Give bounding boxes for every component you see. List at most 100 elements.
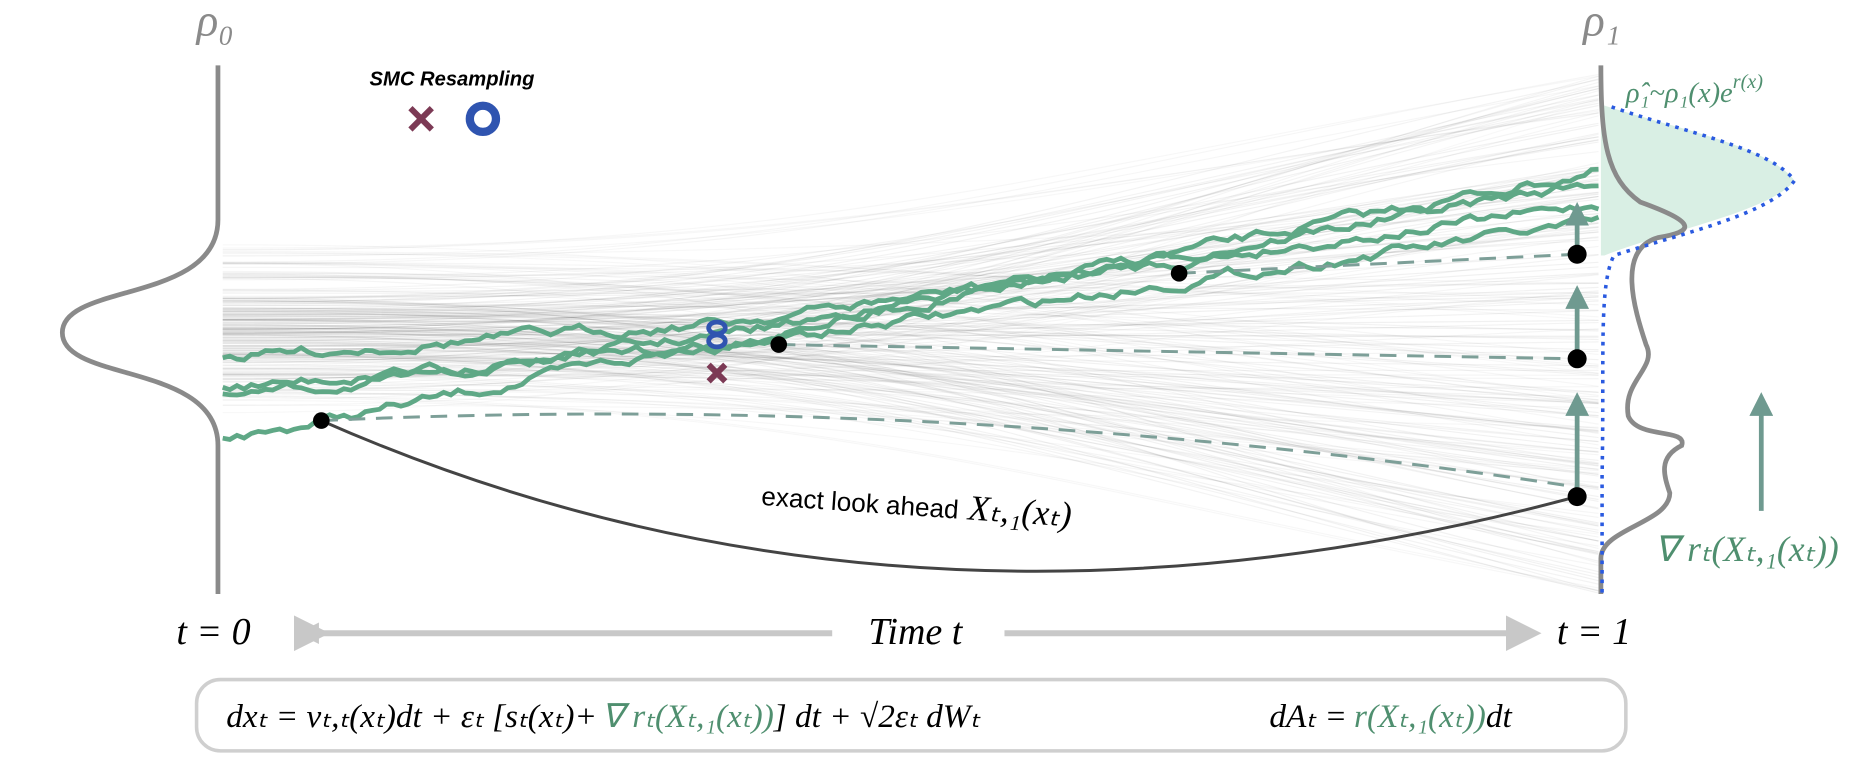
background-trajectory bbox=[222, 333, 1599, 338]
background-trajectory bbox=[222, 78, 1599, 364]
weight-part: dt bbox=[1486, 698, 1513, 735]
lookahead-dash bbox=[321, 412, 1578, 489]
green-trajectory bbox=[222, 204, 1600, 363]
tilted-fill bbox=[1600, 104, 1795, 256]
background-trajectory bbox=[222, 339, 1599, 431]
background-trajectory bbox=[222, 348, 1599, 432]
rho0-label: ρ₀ bbox=[195, 0, 234, 46]
sde-equation: dxₜ = vₜ,ₜ(xₜ)dt + εₜ [sₜ(xₜ)+ ∇ rₜ(Xₜ,₁(… bbox=[226, 698, 981, 735]
background-trajectory bbox=[222, 353, 1599, 488]
green-trajectory bbox=[221, 214, 1600, 393]
background-trajectory bbox=[222, 347, 1599, 405]
background-trajectory bbox=[222, 347, 1599, 443]
background-trajectory bbox=[222, 354, 1599, 585]
background-trajectory bbox=[222, 299, 1599, 562]
background-trajectory bbox=[222, 345, 1599, 417]
background-trajectory bbox=[222, 108, 1599, 290]
rho1-label: ρ₁ bbox=[1581, 0, 1620, 46]
rho0-density bbox=[59, 65, 221, 595]
background-trajectory bbox=[222, 328, 1599, 433]
background-trajectory bbox=[222, 349, 1599, 393]
background-trajectory bbox=[222, 136, 1599, 304]
background-trajectory bbox=[222, 352, 1599, 453]
background-trajectory bbox=[222, 94, 1599, 363]
background-trajectory bbox=[222, 342, 1599, 525]
background-trajectory bbox=[222, 168, 1599, 312]
background-trajectory bbox=[222, 322, 1599, 433]
background-trajectory bbox=[222, 324, 1599, 471]
background-trajectory bbox=[222, 334, 1599, 337]
background-trajectory bbox=[222, 165, 1599, 330]
background-trajectory bbox=[222, 331, 1599, 401]
background-trajectory bbox=[222, 326, 1599, 556]
background-trajectory bbox=[222, 302, 1599, 332]
equation-box bbox=[194, 677, 1628, 753]
t0-label: t = 0 bbox=[176, 611, 250, 653]
background-trajectory bbox=[222, 97, 1599, 306]
sde-part: ] dt + √2εₜ dWₜ bbox=[773, 698, 982, 735]
background-trajectory bbox=[222, 79, 1599, 303]
background-trajectory bbox=[222, 286, 1599, 334]
lookahead-dash bbox=[1179, 252, 1578, 275]
background-trajectory bbox=[222, 141, 1599, 313]
background-trajectory bbox=[222, 340, 1599, 555]
background-trajectory bbox=[222, 320, 1599, 351]
tilted-text: ρ̂₁~ρ₁(x)e bbox=[1625, 78, 1733, 109]
background-trajectory bbox=[222, 299, 1599, 488]
background-trajectory bbox=[222, 317, 1599, 553]
background-trajectory bbox=[222, 319, 1599, 466]
background-trajectory bbox=[222, 175, 1599, 299]
tilted-exp: r(x) bbox=[1733, 71, 1764, 93]
background-trajectory bbox=[222, 313, 1599, 393]
background-trajectory bbox=[222, 309, 1599, 542]
background-trajectory bbox=[222, 196, 1599, 323]
point bbox=[313, 412, 330, 429]
background-trajectory bbox=[222, 245, 1599, 362]
background-trajectory bbox=[222, 304, 1599, 311]
grad-label: ∇ rₜ(Xₜ,₁(xₜ)) bbox=[1654, 529, 1838, 569]
background-trajectory bbox=[222, 102, 1599, 310]
background-trajectory bbox=[222, 328, 1599, 491]
trajectory-fan bbox=[222, 75, 1599, 594]
background-trajectory bbox=[222, 291, 1599, 320]
tilted-density bbox=[1600, 105, 1797, 595]
background-trajectory bbox=[222, 94, 1599, 299]
o-marker bbox=[706, 332, 728, 350]
background-trajectory bbox=[222, 307, 1599, 404]
background-trajectory bbox=[222, 296, 1599, 363]
background-trajectory bbox=[222, 136, 1599, 316]
green-trajectories bbox=[221, 166, 1600, 442]
background-trajectory bbox=[222, 112, 1599, 359]
background-trajectory bbox=[222, 311, 1599, 503]
point bbox=[1567, 487, 1587, 507]
background-trajectory bbox=[222, 139, 1599, 320]
background-trajectory bbox=[222, 222, 1599, 321]
green-trajectory bbox=[222, 166, 1599, 442]
t1-label: t = 1 bbox=[1557, 611, 1631, 653]
background-trajectory bbox=[222, 139, 1599, 331]
background-trajectory bbox=[222, 295, 1599, 318]
background-trajectory bbox=[222, 273, 1599, 348]
o-marker bbox=[465, 101, 501, 137]
background-trajectory bbox=[222, 198, 1599, 317]
background-trajectory bbox=[222, 191, 1599, 292]
background-trajectory bbox=[222, 300, 1599, 347]
background-trajectory bbox=[222, 334, 1599, 594]
background-trajectory bbox=[222, 266, 1599, 333]
background-trajectory bbox=[222, 353, 1599, 531]
background-trajectory bbox=[222, 319, 1599, 341]
background-trajectory bbox=[222, 315, 1599, 414]
background-trajectory bbox=[222, 310, 1599, 376]
background-trajectory bbox=[222, 313, 1599, 361]
background-trajectory bbox=[222, 354, 1599, 453]
point bbox=[1567, 244, 1587, 264]
x-marker bbox=[706, 362, 728, 384]
background-trajectory bbox=[222, 171, 1599, 321]
background-trajectory bbox=[222, 221, 1599, 320]
background-trajectory bbox=[222, 354, 1599, 592]
background-trajectory bbox=[222, 181, 1599, 335]
point bbox=[1567, 349, 1587, 369]
background-trajectory bbox=[222, 104, 1599, 325]
background-trajectory bbox=[222, 364, 1599, 465]
